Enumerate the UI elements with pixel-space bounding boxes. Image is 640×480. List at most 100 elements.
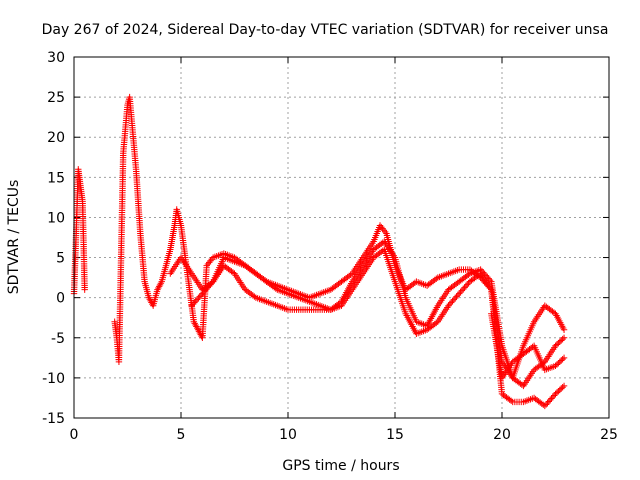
data-point — [433, 275, 440, 282]
data-point — [156, 281, 164, 289]
data-point — [347, 271, 354, 278]
data-point — [191, 299, 198, 306]
x-tick-label: 15 — [386, 427, 404, 443]
data-point — [558, 357, 565, 364]
data-point — [552, 362, 559, 370]
data-point — [552, 342, 559, 349]
data-point — [193, 323, 200, 330]
data-point — [194, 326, 202, 333]
data-point — [560, 354, 568, 362]
data-point — [200, 288, 207, 296]
data-point — [552, 390, 559, 398]
data-point — [199, 290, 206, 297]
data-point — [465, 279, 472, 287]
data-point — [379, 225, 386, 232]
data-point — [379, 239, 386, 246]
data-point — [555, 339, 562, 347]
axis-ticks: 0 5 10 15 20 25 -15 -10 -5 0 5 10 15 20 25 30 — [42, 50, 618, 443]
data-point — [486, 276, 494, 284]
data-point — [191, 320, 198, 327]
data-point — [155, 284, 162, 292]
chart-title: Day 267 of 2024, Sidereal Day-to-day VTE… — [42, 22, 609, 38]
data-point — [194, 324, 201, 332]
data-point — [518, 381, 526, 388]
data-point — [81, 286, 88, 293]
data-point — [201, 287, 209, 294]
y-tick-label: -5 — [51, 331, 65, 347]
data-point — [558, 337, 565, 344]
data-point — [559, 335, 566, 343]
grid-lines — [74, 57, 609, 418]
data-point — [457, 288, 464, 296]
data-point — [553, 341, 561, 348]
data-point — [206, 259, 213, 266]
x-tick-label: 25 — [600, 427, 618, 443]
data-point — [556, 338, 563, 345]
data-point — [548, 395, 555, 402]
data-point — [454, 291, 462, 299]
y-tick-label: 20 — [47, 130, 65, 146]
x-axis-label: GPS time / hours — [282, 458, 399, 474]
y-tick-label: 15 — [47, 170, 65, 186]
data-point — [560, 326, 568, 333]
y-tick-label: -15 — [42, 411, 65, 427]
data-point — [203, 262, 210, 269]
data-point — [204, 260, 212, 268]
y-tick-label: -10 — [42, 371, 65, 387]
data-point — [541, 402, 548, 410]
data-point — [381, 228, 389, 236]
data-point — [556, 358, 563, 366]
data-point — [451, 294, 459, 302]
data-point — [155, 283, 163, 290]
data-point — [189, 300, 197, 308]
data-point — [147, 297, 154, 305]
data-point — [433, 319, 440, 327]
x-tick-label: 20 — [493, 427, 511, 443]
y-tick-label: 0 — [56, 291, 65, 307]
data-point — [546, 396, 554, 404]
data-point — [559, 355, 566, 363]
x-tick-label: 10 — [279, 427, 297, 443]
series-trace-d — [488, 310, 568, 382]
y-tick-label: 30 — [47, 50, 65, 66]
data-point — [196, 293, 203, 300]
data-point — [207, 281, 214, 288]
data-point — [207, 257, 214, 264]
data-point — [380, 227, 388, 234]
data-point — [460, 285, 467, 293]
data-point — [464, 281, 471, 288]
data-point — [544, 399, 551, 407]
data-point — [456, 290, 463, 297]
data-point — [205, 282, 213, 290]
data-point — [450, 296, 458, 303]
data-point — [553, 361, 561, 368]
data-point — [550, 392, 558, 399]
data-point — [445, 302, 452, 309]
data-point — [453, 293, 460, 300]
data-point — [553, 389, 561, 396]
data-point — [549, 393, 557, 401]
data-point — [157, 280, 165, 287]
y-axis-label: SDTVAR / TECUs — [6, 180, 22, 295]
plot-frame — [73, 56, 610, 419]
data-point — [145, 294, 153, 301]
data-point — [251, 293, 258, 300]
data-point — [449, 297, 456, 305]
data-point — [229, 269, 237, 276]
data-point — [204, 284, 211, 291]
data-point — [197, 291, 205, 299]
data-point — [458, 287, 466, 294]
data-point — [555, 359, 562, 367]
data-point — [558, 385, 565, 392]
data-point — [188, 302, 195, 309]
data-point — [154, 286, 161, 293]
data-point — [203, 285, 210, 293]
data-point — [560, 382, 568, 390]
data-point — [198, 332, 205, 340]
y-tick-label: 25 — [47, 90, 65, 106]
data-point — [376, 222, 384, 229]
data-point — [192, 321, 199, 329]
data-point — [446, 300, 454, 308]
data-point — [462, 282, 470, 290]
